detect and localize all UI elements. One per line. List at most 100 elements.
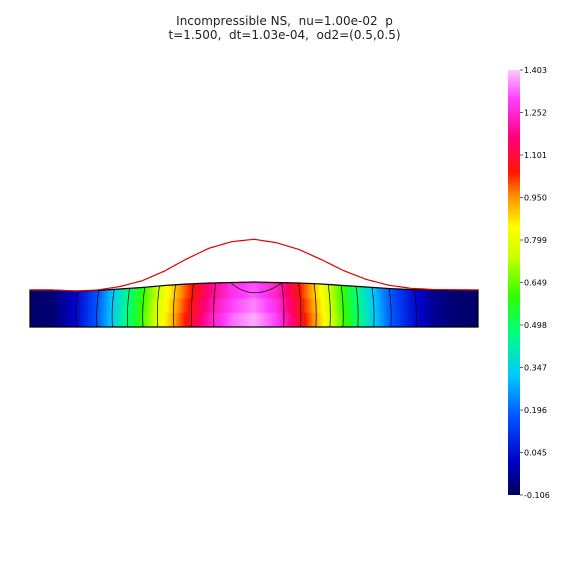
field-cell [286, 282, 289, 285]
field-cell [364, 282, 367, 285]
field-cell [340, 312, 343, 327]
field-cell [216, 284, 219, 300]
field-cell [418, 312, 421, 327]
field-cell [332, 312, 335, 327]
field-cell [414, 312, 417, 327]
field-cell [186, 312, 189, 327]
field-cell [306, 298, 309, 314]
field-cell [376, 298, 379, 314]
field-cell [460, 284, 463, 300]
field-cell [164, 312, 167, 327]
field-cell [84, 284, 87, 300]
field-cell [34, 312, 37, 327]
field-cell [96, 282, 99, 285]
field-cell [330, 298, 333, 314]
field-cell [254, 298, 257, 314]
field-cell [366, 282, 369, 285]
field-cell [284, 312, 287, 327]
field-cell [280, 298, 283, 314]
field-cell [366, 284, 369, 300]
field-cell [54, 284, 57, 300]
field-cell [238, 298, 241, 314]
field-cell [104, 298, 107, 314]
field-cell [160, 284, 163, 300]
field-cell [216, 298, 219, 314]
field-cell [370, 284, 373, 300]
field-cell [428, 282, 431, 285]
field-cell [338, 284, 341, 300]
field-cell [204, 312, 207, 327]
field-cell [308, 312, 311, 327]
field-cell [124, 284, 127, 300]
field-cell [170, 312, 173, 327]
field-cell [136, 284, 139, 300]
field-cell [90, 282, 93, 285]
field-cell [406, 282, 409, 285]
colorbar-tick-label: 1.403 [524, 66, 547, 75]
colorbar-ticks: 1.403 1.252 1.101 0.950 0.799 0.649 0.498 0.347… [520, 66, 550, 500]
field-cell [144, 282, 147, 285]
field-cell [166, 298, 169, 314]
field-cell [170, 298, 173, 314]
field-cell [338, 298, 341, 314]
field-cell [452, 282, 455, 285]
field-cell [252, 282, 255, 285]
field-cell [362, 298, 365, 314]
field-cell [352, 312, 355, 327]
field-cell [124, 298, 127, 314]
field-cell [128, 298, 131, 314]
field-cell [350, 312, 353, 327]
surface-pressure-curve [30, 238, 479, 292]
field-cell [302, 298, 305, 314]
field-cell [426, 284, 429, 300]
field-cell [260, 312, 263, 327]
field-cell [252, 284, 255, 300]
field-cell [148, 284, 151, 300]
contour-line [355, 286, 359, 327]
field-cell [82, 284, 85, 300]
field-cell [130, 282, 133, 285]
field-cell [266, 312, 269, 327]
field-cell [418, 282, 421, 285]
field-cell [392, 312, 395, 327]
field-cell [128, 312, 131, 327]
field-cell [332, 282, 335, 285]
field-cell [354, 312, 357, 327]
field-cell [368, 284, 371, 300]
field-cell [94, 312, 97, 327]
field-cell [388, 298, 391, 314]
field-cell [108, 298, 111, 314]
field-cell [56, 282, 59, 285]
field-cell [278, 282, 281, 285]
field-cell [236, 312, 239, 327]
field-cell [60, 312, 63, 327]
domain-outline [29, 281, 479, 328]
field-cell [416, 284, 419, 300]
contour-line [191, 283, 194, 327]
field-cell [66, 312, 69, 327]
field-cell [476, 312, 478, 327]
field-cell [48, 298, 51, 314]
field-cell [238, 284, 241, 300]
field-cell [438, 284, 441, 300]
field-cell [474, 312, 477, 327]
field-cell [254, 312, 257, 327]
field-cell [234, 298, 237, 314]
field-cell [462, 298, 465, 314]
field-cell [142, 312, 145, 327]
field-cell [166, 282, 169, 285]
contour-line [75, 290, 79, 327]
field-cell [386, 284, 389, 300]
field-cell [404, 282, 407, 285]
field-cell [264, 284, 267, 300]
field-cell [118, 282, 121, 285]
field-cell [410, 312, 413, 327]
field-cell [268, 312, 271, 327]
field-cell [420, 282, 423, 285]
chart-subtitle: t=1.500, dt=1.03e-04, od2=(0.5,0.5) [168, 28, 401, 42]
field-cell [242, 282, 245, 285]
field-cell [332, 284, 335, 300]
field-cell [288, 298, 291, 314]
field-cell [448, 284, 451, 300]
field-cell [420, 312, 423, 327]
